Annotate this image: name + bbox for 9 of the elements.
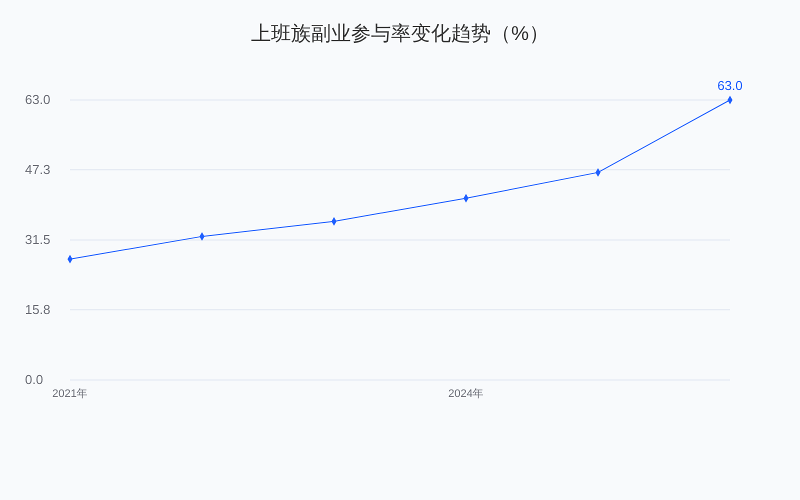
y-tick-label: 31.5 bbox=[25, 232, 50, 248]
y-tick-label: 63.0 bbox=[25, 92, 50, 108]
y-tick-label: 0.0 bbox=[25, 372, 44, 388]
chart-title: 上班族副业参与率变化趋势（%） bbox=[251, 23, 549, 45]
x-tick-label: 2024年 bbox=[448, 388, 484, 400]
y-tick-label: 47.3 bbox=[25, 162, 50, 177]
data-label: 63.0 bbox=[717, 78, 743, 93]
y-tick-label: 15.8 bbox=[25, 302, 50, 317]
x-tick-label: 2021年 bbox=[52, 388, 88, 400]
